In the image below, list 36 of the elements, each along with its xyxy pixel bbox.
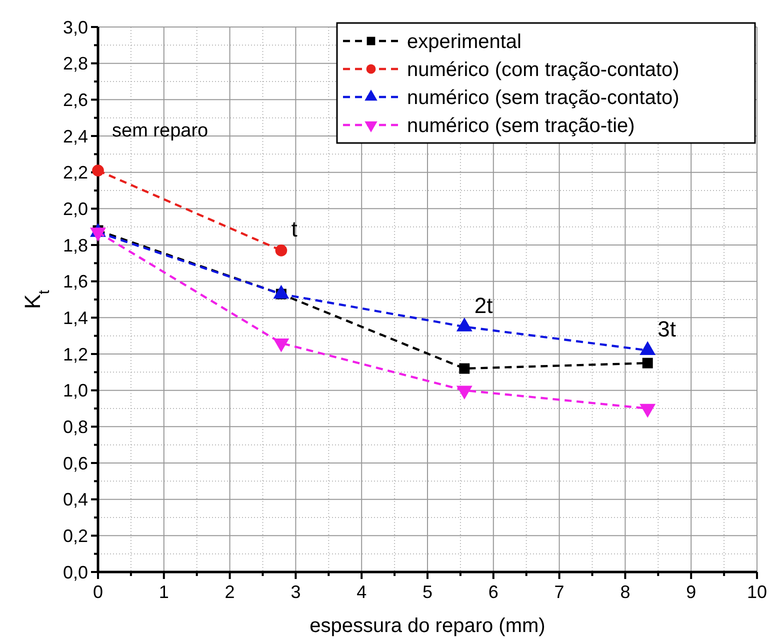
y-tick-label: 0,0 xyxy=(62,562,88,582)
y-tick-label: 2,8 xyxy=(62,54,88,74)
x-tick-label: 5 xyxy=(422,582,433,602)
x-axis-title: espessura do reparo (mm) xyxy=(310,615,546,637)
x-tick-label: 8 xyxy=(620,582,630,602)
x-tick-label: 3 xyxy=(290,582,301,602)
y-tick-label: 2,0 xyxy=(62,198,88,219)
y-tick-label: 1,2 xyxy=(62,344,88,364)
legend-label: numérico (com tração-contato) xyxy=(407,59,680,81)
legend-label: experimental xyxy=(407,31,522,53)
y-tick-label: 1,6 xyxy=(62,272,88,292)
x-tick-label: 6 xyxy=(488,582,498,602)
annotation: 3t xyxy=(658,316,676,342)
legend-label: numérico (sem tração-contato) xyxy=(407,87,680,109)
y-tick-label: 1,8 xyxy=(62,235,88,256)
y-tick-label: 2,2 xyxy=(62,162,88,183)
x-tick-label: 9 xyxy=(686,582,696,602)
x-tick-label: 1 xyxy=(158,582,169,602)
y-tick-label: 2,6 xyxy=(62,90,88,110)
legend-label: numérico (sem tração-tie) xyxy=(407,115,635,137)
annotation: t xyxy=(291,216,298,242)
x-tick-label: 4 xyxy=(356,582,367,602)
y-tick-label: 1,0 xyxy=(62,380,88,401)
y-tick-label: 0,8 xyxy=(62,416,88,437)
y-tick-label: 0,6 xyxy=(62,453,88,474)
y-tick-label: 2,4 xyxy=(62,126,88,146)
x-tick-label: 7 xyxy=(554,582,564,602)
annotation: 2t xyxy=(474,292,493,318)
y-tick-label: 1,4 xyxy=(62,308,88,328)
y-tick-label: 0,4 xyxy=(62,490,88,510)
x-tick-label: 10 xyxy=(746,582,768,602)
x-tick-label: 2 xyxy=(224,582,235,602)
annotation: sem reparo xyxy=(112,120,208,142)
y-tick-label: 3,0 xyxy=(62,17,88,38)
y-tick-label: 0,2 xyxy=(62,526,88,546)
x-tick-label: 0 xyxy=(92,582,104,602)
